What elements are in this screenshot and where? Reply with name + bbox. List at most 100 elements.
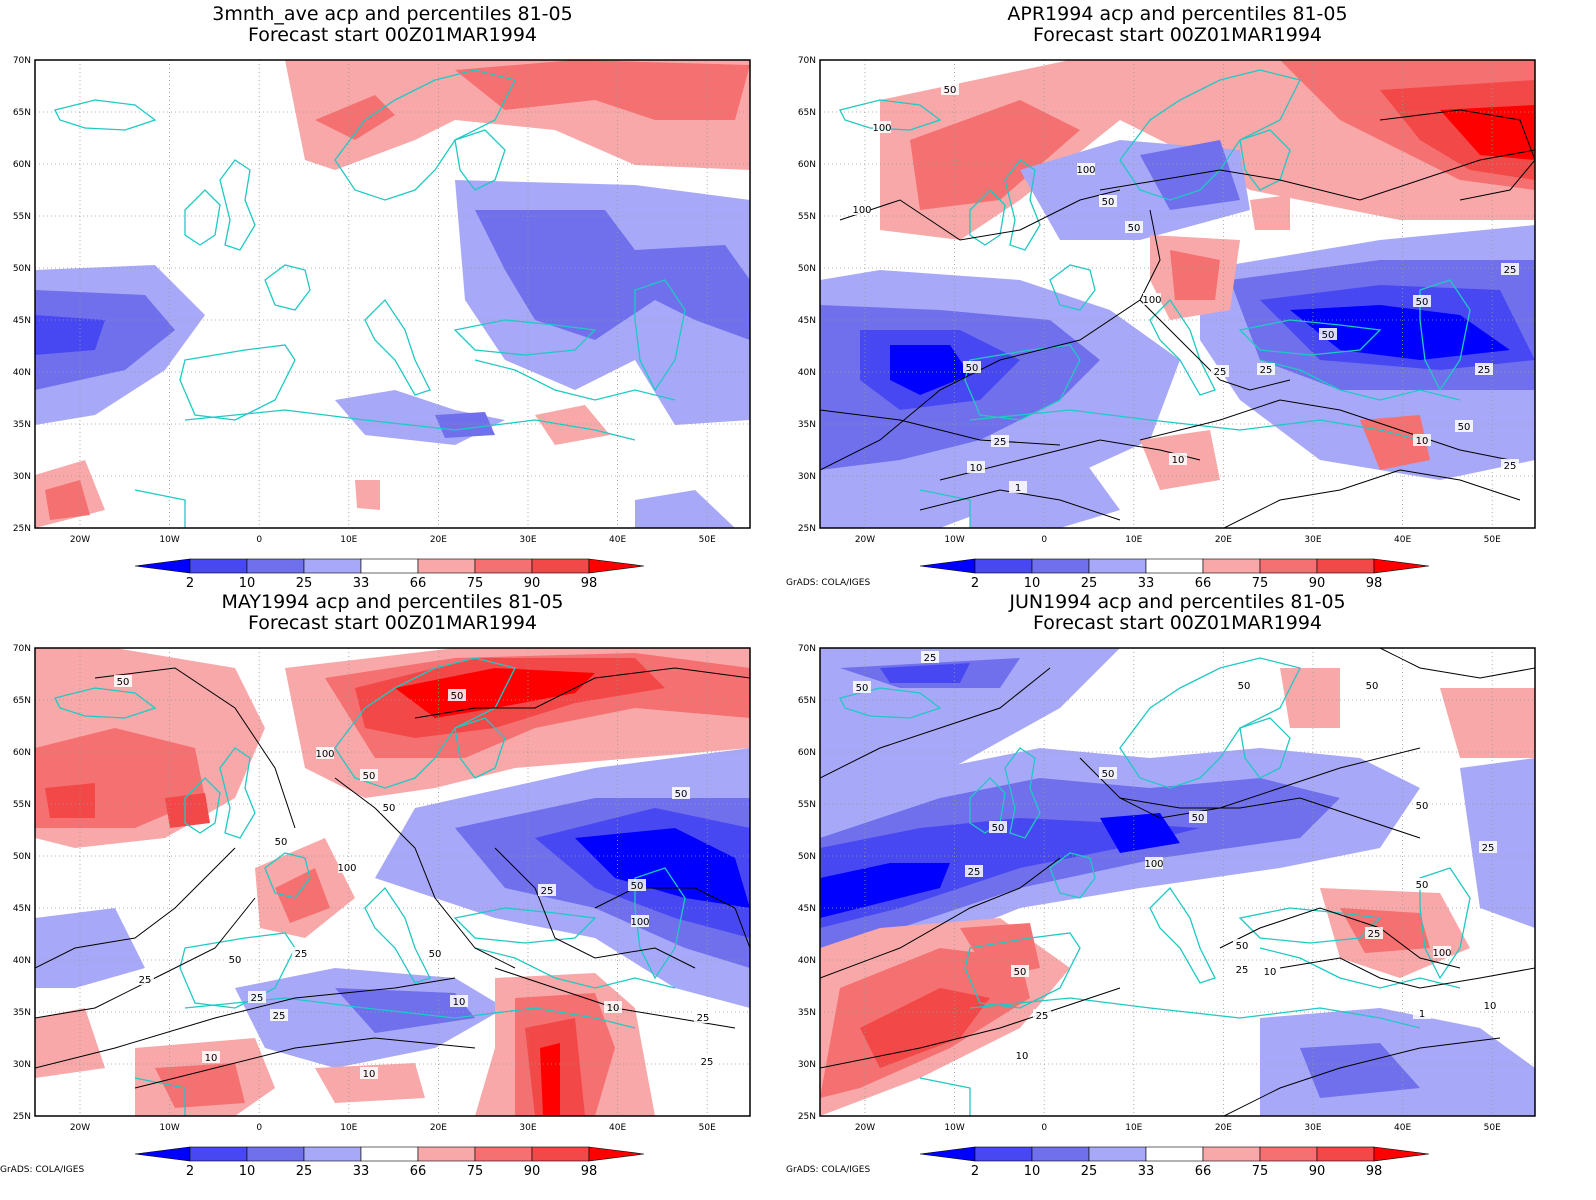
contour-line (414, 667, 750, 719)
map-frame (34, 647, 751, 1117)
colorbar-label: 33 (353, 576, 370, 591)
contour-label: 50 (117, 677, 130, 688)
lon-label: 10E (340, 1123, 357, 1133)
coastline (919, 1077, 971, 1116)
contour-label-bg (1413, 295, 1431, 307)
percentile-shading (165, 793, 210, 828)
colorbar-segment (189, 558, 248, 574)
colorbar-label: 98 (581, 1164, 598, 1179)
percentile-shading (1250, 195, 1290, 230)
colorbar-label: 25 (1081, 1164, 1098, 1179)
percentile-shading (315, 1063, 425, 1103)
percentile-shading (1290, 305, 1510, 360)
percentile-shading (155, 1063, 245, 1108)
coastline (1149, 298, 1216, 396)
contour-label: 25 (701, 1057, 714, 1068)
coastline (134, 489, 186, 528)
coastline (179, 344, 296, 421)
coastline (1119, 69, 1301, 201)
contour-label-bg (1413, 878, 1431, 890)
lat-label: 30N (13, 472, 31, 482)
contour-label-bg (248, 991, 266, 1003)
colorbar-segment (531, 558, 590, 574)
contour-label: 50 (1416, 297, 1429, 308)
coastline (474, 359, 676, 401)
contour-label: 50 (1458, 422, 1471, 433)
colorbar-label: 66 (1195, 576, 1212, 591)
coastline (134, 1077, 186, 1116)
contour-label-bg (1261, 965, 1279, 977)
grads-credit: GrADS: COLA/IGES (0, 1165, 84, 1175)
contour-label: 50 (1366, 681, 1379, 692)
contour-label-bg (1235, 679, 1253, 691)
colorbar: 2 10 25 33 66 75 90 98 (919, 1146, 1430, 1179)
lat-label: 40N (798, 368, 816, 378)
percentile-shading (1360, 415, 1430, 470)
contour-line (839, 189, 1121, 241)
contour-label-bg (853, 681, 871, 693)
contour-label-bg (1501, 263, 1519, 275)
contour-label-bg (1011, 965, 1029, 977)
lat-label: 30N (798, 1060, 816, 1070)
contour-label: 100 (1144, 859, 1163, 870)
contour-label-bg (989, 821, 1007, 833)
coastline (1004, 747, 1041, 839)
contour-label: 100 (315, 749, 334, 760)
panel-title-line2: Forecast start 00Z01MAR1994 (248, 612, 537, 634)
coastline (964, 344, 1081, 421)
contour-label: 50 (1102, 197, 1115, 208)
contour-label: 50 (1192, 813, 1205, 824)
panel-p3: MAY1994 acp and percentiles 81-05Forecas… (0, 591, 751, 1179)
coastline (184, 409, 636, 441)
colorbar-segment (974, 558, 1033, 574)
contour-label: 100 (1142, 295, 1161, 306)
contour-label-bg (1413, 799, 1431, 811)
contour-label-bg (1189, 811, 1207, 823)
percentile-shading (1440, 688, 1535, 758)
percentile-shading (35, 290, 175, 390)
lon-label: 10W (159, 535, 179, 545)
lat-label: 50N (798, 852, 816, 862)
lat-label: 60N (798, 160, 816, 170)
grads-credit: GrADS: COLA/IGES (786, 1165, 870, 1175)
contour-label-bg (873, 121, 891, 133)
coastline (1419, 279, 1471, 392)
lat-label: 65N (798, 108, 816, 118)
lat-label: 35N (798, 1008, 816, 1018)
contour-label-bg (1433, 946, 1451, 958)
lat-label: 70N (798, 644, 816, 654)
colorbar-segment (1202, 1146, 1261, 1162)
contour-line (35, 977, 456, 1069)
lat-label: 70N (13, 644, 31, 654)
contour-label: 25 (1478, 365, 1491, 376)
contour-label: 25 (1482, 843, 1495, 854)
contour-label-bg (1033, 1009, 1051, 1021)
coastline (184, 997, 636, 1029)
lon-label: 30E (519, 1123, 536, 1133)
percentile-shading (635, 490, 735, 528)
coastline (264, 264, 311, 311)
colorbar-label: 10 (239, 1164, 256, 1179)
contour-label: 50 (383, 803, 396, 814)
contour-label-bg (270, 1009, 288, 1021)
colorbar-label: 10 (1024, 576, 1041, 591)
contour-label: 25 (1236, 965, 1249, 976)
contour-label-bg (991, 435, 1009, 447)
lon-label: 20E (1215, 1123, 1232, 1133)
lat-label: 30N (13, 1060, 31, 1070)
coastline (1259, 359, 1461, 401)
coastline (1419, 867, 1471, 980)
contour-label: 10 (205, 1053, 218, 1064)
contour-label-bg (226, 953, 244, 965)
contour-label-bg (1479, 841, 1497, 853)
contour-label-bg (853, 203, 871, 215)
lon-label: 40E (1394, 535, 1411, 545)
colorbar-arrow-low (919, 1146, 976, 1162)
panel-p1: 3mnth_ave acp and percentiles 81-05Forec… (13, 3, 751, 591)
lat-label: 40N (13, 368, 31, 378)
lon-label: 40E (1394, 1123, 1411, 1133)
contour-label-bg (1077, 163, 1095, 175)
contour-label: 50 (1416, 801, 1429, 812)
contour-label-bg (1013, 1049, 1031, 1061)
colorbar-segment (417, 1146, 476, 1162)
